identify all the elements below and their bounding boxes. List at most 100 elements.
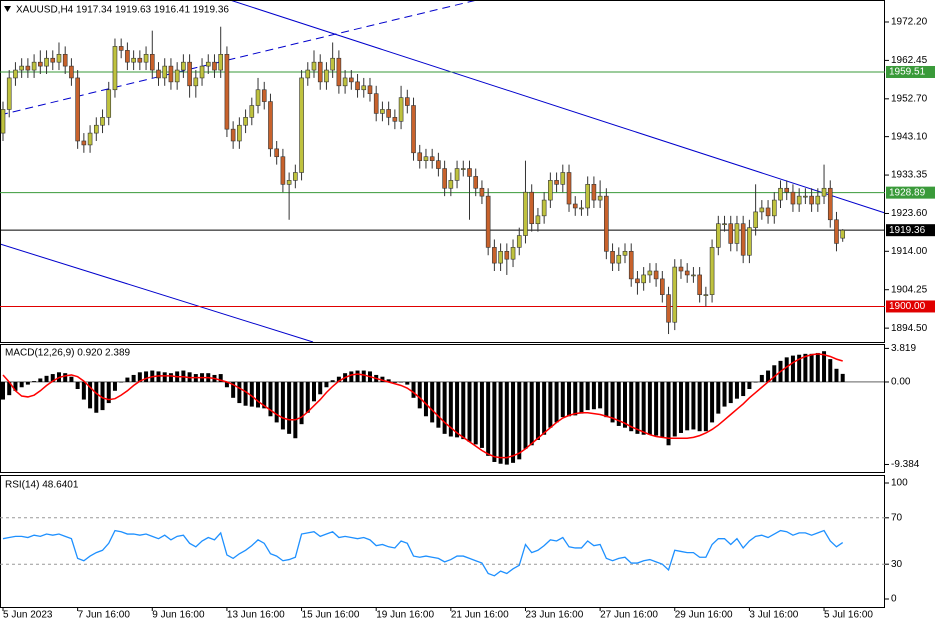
macd-bar — [710, 381, 715, 423]
candle-body — [373, 93, 379, 114]
macd-bar — [19, 381, 24, 388]
candle-body — [386, 109, 391, 118]
macd-bar — [25, 381, 30, 385]
candle-body — [324, 69, 329, 83]
pane-border — [0, 0, 885, 343]
macd-bar — [492, 381, 497, 462]
candle-body — [293, 172, 298, 181]
candle-body — [100, 117, 105, 126]
candle-body — [205, 61, 211, 67]
candle-body — [436, 160, 441, 169]
macd-bar — [479, 381, 484, 448]
macd-bar — [231, 381, 236, 398]
candle-body — [286, 180, 292, 185]
candle-body — [112, 46, 118, 91]
candle-body — [479, 187, 485, 197]
candle-body — [815, 195, 821, 205]
candle-body — [734, 223, 740, 244]
macd-bar — [815, 352, 820, 382]
candle-body — [69, 65, 74, 79]
candle-body — [237, 124, 242, 142]
macd-bar — [647, 381, 652, 435]
y-tick-label: 1914.00 — [891, 246, 928, 257]
candle-body — [448, 180, 454, 189]
y-tick-label: 30 — [891, 559, 903, 570]
macd-bar — [243, 381, 248, 406]
candle-body — [672, 266, 678, 323]
candle-body — [280, 156, 286, 185]
macd-bar — [498, 381, 503, 464]
candle-body — [118, 46, 124, 51]
candle-body — [821, 187, 827, 197]
macd-bar — [685, 381, 690, 431]
candle-body — [728, 223, 734, 244]
macd-bar — [473, 381, 478, 445]
macd-bar — [797, 354, 802, 382]
macd-bar — [162, 372, 167, 382]
candle-body — [317, 61, 323, 83]
candle-body — [156, 69, 161, 79]
macd-bar — [1, 381, 5, 400]
x-tick-label: 5 Jul 16:00 — [824, 610, 873, 621]
macd-bar — [156, 371, 161, 382]
x-tick-label: 23 Jun 16:00 — [525, 610, 583, 621]
macd-bar — [766, 370, 771, 382]
candle-body — [31, 61, 37, 71]
candle-body — [268, 101, 273, 150]
candle-body — [485, 195, 491, 248]
macd-bar — [629, 381, 634, 432]
candle-body — [392, 117, 398, 122]
y-tick-label: 3.819 — [891, 343, 916, 354]
macd-bar — [69, 376, 74, 382]
macd-bar — [834, 368, 839, 382]
candle-body — [722, 223, 727, 226]
level-label: 1959.51 — [889, 67, 926, 78]
candle-body — [809, 195, 814, 205]
macd-bar — [554, 381, 559, 423]
macd-bar — [287, 381, 292, 434]
candle-body — [255, 89, 261, 106]
macd-bar — [734, 381, 739, 399]
macd-bar — [237, 381, 242, 404]
candle-body — [697, 274, 702, 295]
candle-body — [678, 266, 684, 272]
macd-bar — [716, 381, 721, 414]
macd-bar — [567, 381, 572, 417]
candle-body — [740, 223, 746, 256]
macd-bar — [13, 381, 18, 391]
candle-body — [0, 109, 6, 134]
macd-bar — [728, 381, 733, 404]
candle-body — [224, 53, 230, 130]
macd-bar — [380, 376, 385, 382]
macd-bar — [542, 381, 547, 435]
macd-bar — [81, 381, 86, 400]
candle-body — [628, 250, 634, 280]
macd-bar — [386, 379, 391, 382]
candle-body — [336, 57, 342, 87]
candle-body — [604, 195, 609, 252]
candle-body — [647, 270, 653, 276]
candle-body — [305, 69, 311, 79]
macd-bar — [598, 381, 603, 409]
level-label: 1900.00 — [889, 301, 926, 312]
candle-body — [597, 195, 603, 201]
macd-bar — [336, 376, 341, 382]
candle-body — [131, 57, 136, 63]
y-tick-label: 70 — [891, 512, 903, 523]
macd-bar — [616, 381, 621, 426]
macd-bar — [144, 371, 149, 382]
candle-body — [803, 195, 808, 198]
macd-bar — [560, 381, 565, 418]
macd-bar — [747, 381, 752, 390]
candle-body — [230, 128, 236, 142]
y-tick-label: 0.00 — [891, 377, 911, 388]
candle-body — [423, 156, 429, 161]
macd-bar — [529, 381, 534, 446]
macd-bar — [293, 381, 298, 439]
macd-bar — [461, 381, 466, 440]
candle-body — [759, 207, 765, 213]
candle-body — [504, 250, 510, 260]
pane-border — [0, 344, 885, 473]
candle-body — [174, 69, 180, 83]
trend-line — [0, 243, 314, 343]
